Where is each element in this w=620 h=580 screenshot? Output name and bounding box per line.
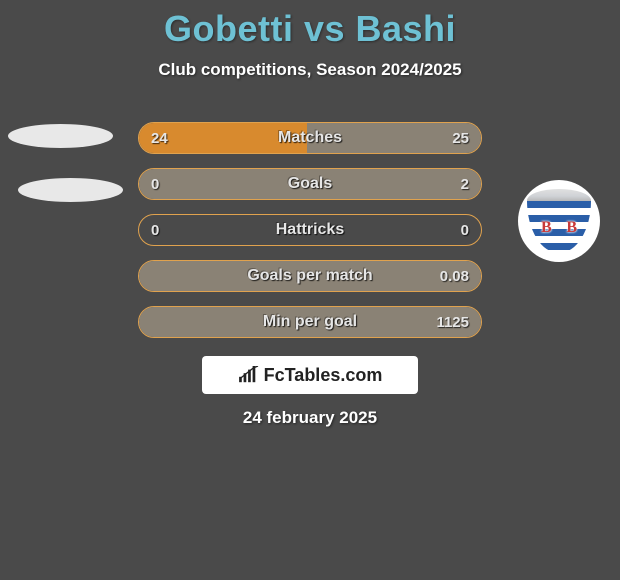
stat-right-value: 2 (461, 176, 469, 193)
subtitle: Club competitions, Season 2024/2025 (0, 60, 620, 80)
date-text: 24 february 2025 (0, 408, 620, 428)
left-player-placeholder-1 (8, 124, 113, 148)
stat-left-value: 0 (151, 222, 159, 239)
stat-label: Hattricks (139, 221, 481, 239)
page-title: Gobetti vs Bashi (0, 0, 620, 50)
stat-fill-right (139, 261, 481, 291)
stat-row: 24Matches25 (138, 122, 482, 154)
stat-right-value: 0.08 (440, 268, 469, 285)
stat-row: 0Goals2 (138, 168, 482, 200)
stat-right-value: 25 (452, 130, 469, 147)
brand-box[interactable]: FcTables.com (202, 356, 418, 394)
brand-text: FcTables.com (264, 365, 383, 386)
stat-right-value: 1125 (436, 314, 469, 331)
badge-letter-left: B (541, 219, 552, 237)
stats-container: 24Matches250Goals20Hattricks0Goals per m… (138, 122, 482, 352)
stat-fill-right (139, 307, 481, 337)
stat-row: 0Hattricks0 (138, 214, 482, 246)
stat-fill-right (139, 169, 481, 199)
stat-left-value: 24 (151, 130, 168, 147)
left-player-placeholder-2 (18, 178, 123, 202)
right-club-badge: B B (518, 180, 600, 262)
stat-right-value: 0 (461, 222, 469, 239)
stat-left-value: 0 (151, 176, 159, 193)
badge-letter-right: B (566, 219, 577, 237)
bar-chart-icon (238, 366, 260, 384)
stat-row: Goals per match0.08 (138, 260, 482, 292)
badge-shield-icon: B B (527, 189, 591, 253)
stat-row: Min per goal1125 (138, 306, 482, 338)
